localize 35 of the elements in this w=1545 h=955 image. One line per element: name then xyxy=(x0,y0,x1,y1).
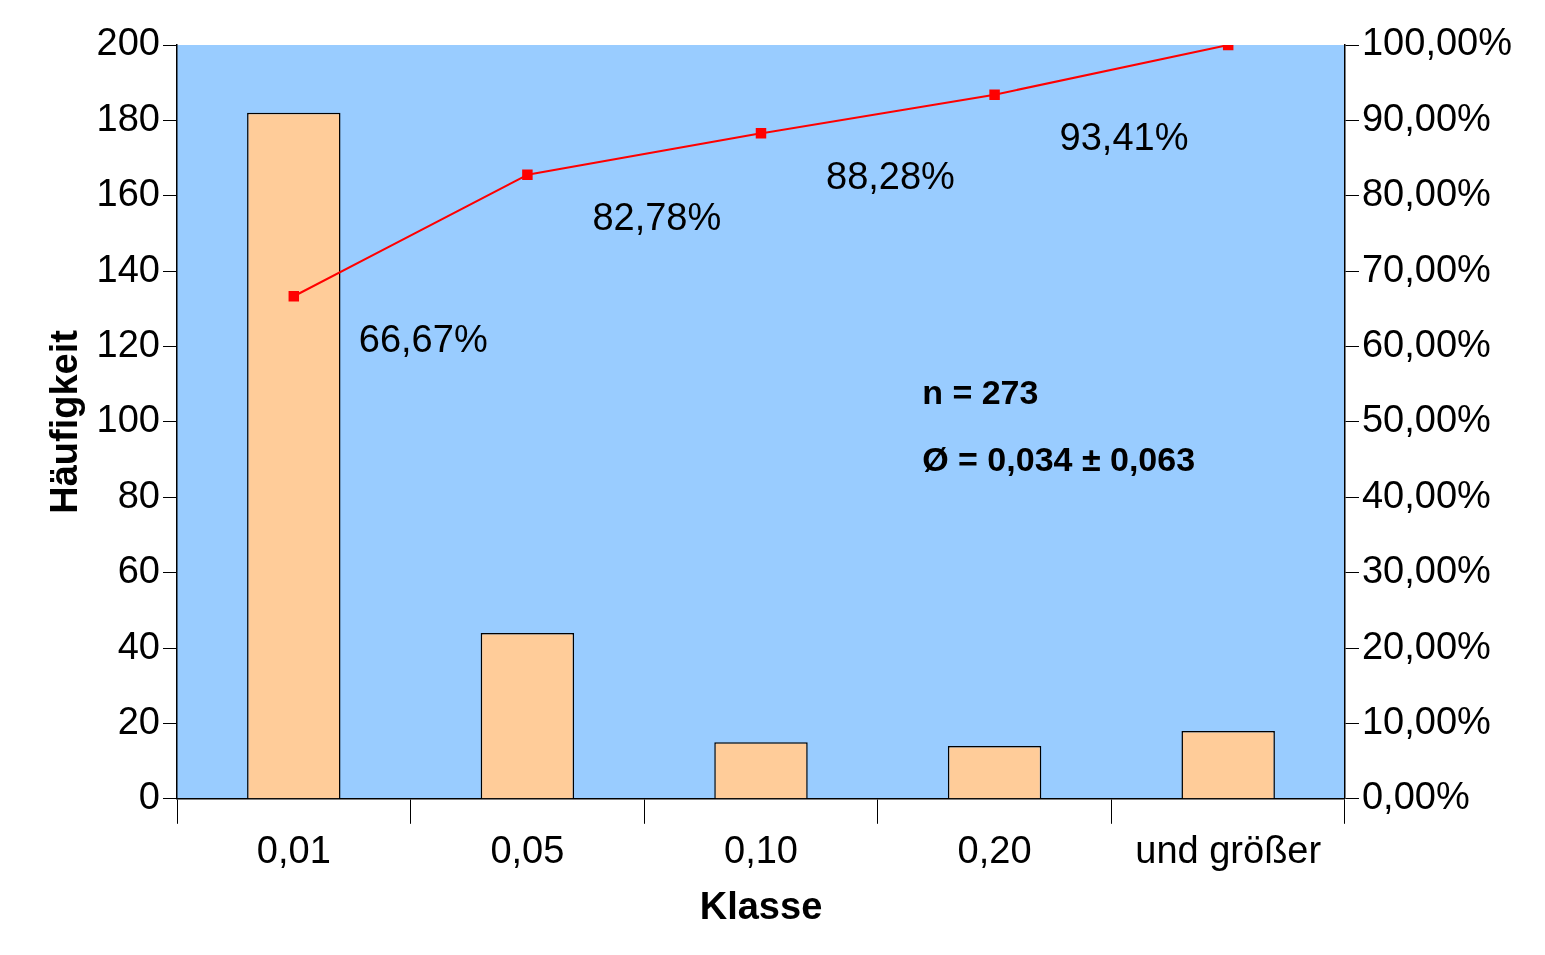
x-tick-label: 0,05 xyxy=(490,829,565,872)
y-tick-label: 100 xyxy=(96,398,160,441)
x-tick-label: und größer xyxy=(1135,829,1322,872)
y2-tick-label: 60,00% xyxy=(1361,323,1491,365)
y-tick-label: 80 xyxy=(117,473,160,516)
y-tick-label: 40 xyxy=(117,624,160,667)
y-tick-label: 60 xyxy=(117,549,160,592)
annotation: n = 273 xyxy=(922,373,1039,412)
y-axis-title: Häufigkeit xyxy=(43,329,86,514)
y2-tick-label: 70,00% xyxy=(1361,247,1491,290)
y-tick-label: 140 xyxy=(96,247,160,290)
y2-tick-label: 80,00% xyxy=(1361,172,1491,215)
y-tick-label: 0 xyxy=(138,775,160,818)
y2-tick-label: 90,00% xyxy=(1361,96,1491,139)
x-axis-title: Klasse xyxy=(699,884,823,927)
data-label: 88,28% xyxy=(825,154,955,197)
x-tick-label: 0,10 xyxy=(724,829,798,872)
y-tick-label: 120 xyxy=(96,323,160,365)
x-tick-label: 0,01 xyxy=(256,829,331,872)
data-label: 93,41% xyxy=(1059,116,1189,159)
y2-tick-label: 10,00% xyxy=(1361,699,1491,742)
y2-tick-label: 20,00% xyxy=(1361,624,1491,667)
data-label: 66,67% xyxy=(358,317,488,360)
y-tick-label: 20 xyxy=(117,699,160,742)
y2-tick-label: 30,00% xyxy=(1361,549,1491,592)
y2-tick-label: 40,00% xyxy=(1361,473,1491,516)
y2-tick-label: 100,00% xyxy=(1361,21,1512,64)
x-tick-label: 0,20 xyxy=(957,829,1032,872)
data-label: 82,78% xyxy=(592,196,722,239)
y-tick-label: 160 xyxy=(96,172,160,215)
y2-tick-label: 0,00% xyxy=(1361,775,1470,818)
y-tick-label: 180 xyxy=(96,96,160,139)
annotation: Ø = 0,034 ± 0,063 xyxy=(922,440,1196,479)
y-tick-label: 200 xyxy=(96,21,160,64)
y2-tick-label: 50,00% xyxy=(1361,398,1491,441)
